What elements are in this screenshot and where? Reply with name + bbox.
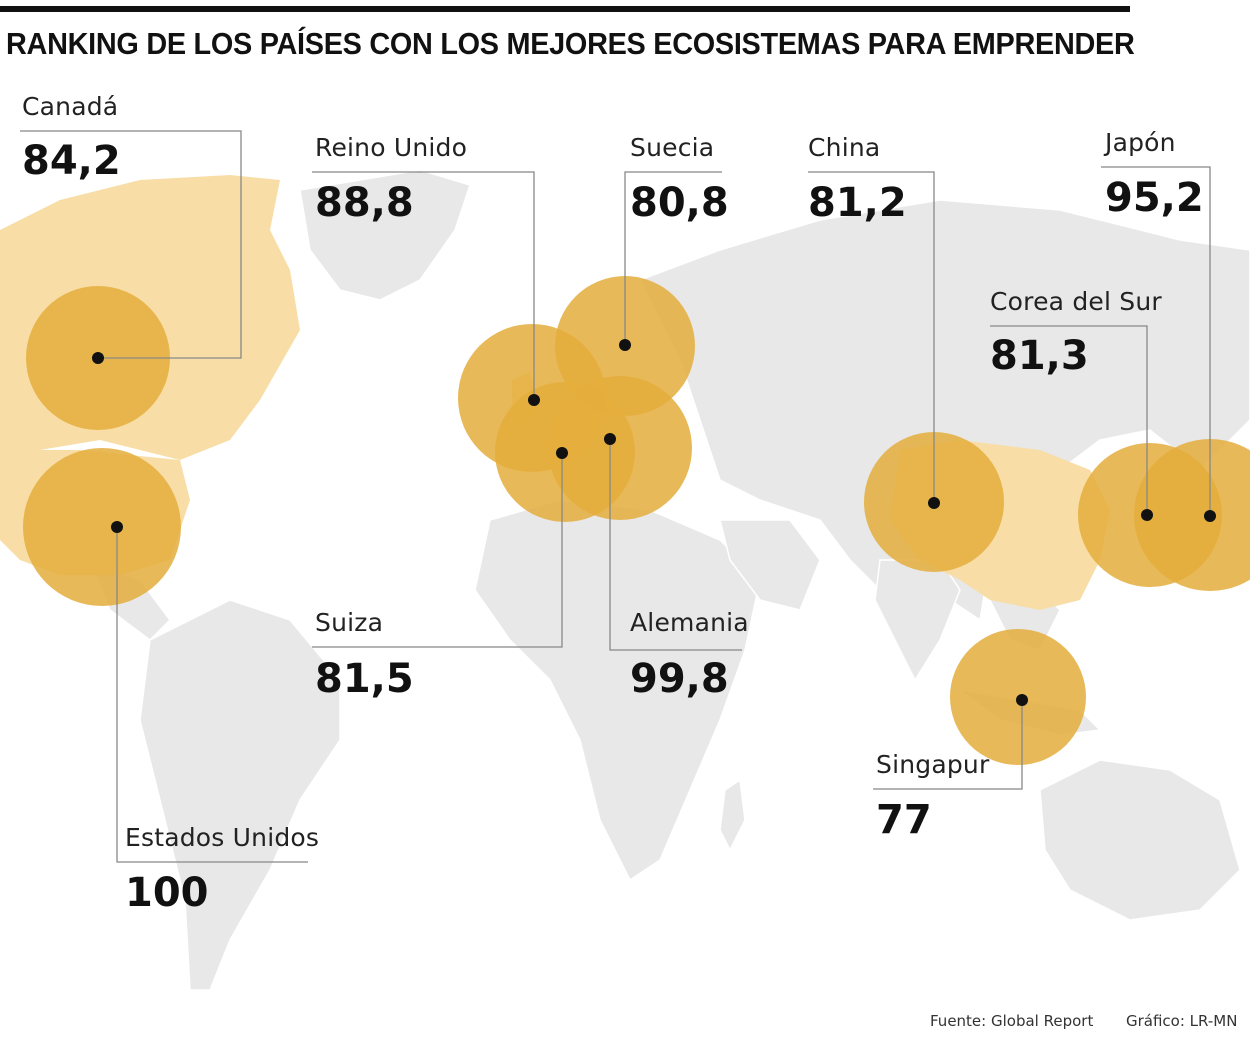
dot-reino-unido bbox=[528, 394, 540, 406]
value-japon: 95,2 bbox=[1105, 175, 1204, 221]
leader-corea bbox=[990, 325, 1148, 515]
label-china: China bbox=[808, 133, 881, 162]
south-america-shape bbox=[139, 599, 341, 991]
dot-corea bbox=[1141, 509, 1153, 521]
label-suiza: Suiza bbox=[315, 608, 384, 637]
value-china: 81,2 bbox=[808, 180, 907, 226]
leader-suecia bbox=[624, 171, 722, 345]
bubble-usa bbox=[23, 448, 181, 606]
value-suiza: 81,5 bbox=[315, 656, 414, 702]
country-dots bbox=[92, 339, 1216, 706]
dot-canada bbox=[92, 352, 104, 364]
dot-suecia bbox=[619, 339, 631, 351]
credit-note: Gráfico: LR-MN bbox=[1126, 1012, 1238, 1030]
leader-canada bbox=[20, 130, 242, 359]
label-canada: Canadá bbox=[22, 92, 119, 121]
dot-singapur bbox=[1016, 694, 1028, 706]
leader-suiza bbox=[312, 453, 563, 648]
label-alemania: Alemania bbox=[630, 608, 749, 637]
label-suecia: Suecia bbox=[630, 133, 715, 162]
bubble-alemania bbox=[548, 376, 692, 520]
leader-china bbox=[808, 171, 935, 503]
australia-shape bbox=[1039, 759, 1241, 921]
value-reino-unido: 88,8 bbox=[315, 180, 414, 226]
madagascar-shape bbox=[719, 778, 746, 852]
label-singapur: Singapur bbox=[876, 750, 990, 779]
label-corea-del-sur: Corea del Sur bbox=[990, 287, 1162, 316]
dot-alemania bbox=[604, 433, 616, 445]
dot-usa bbox=[111, 521, 123, 533]
value-suecia: 80,8 bbox=[630, 180, 729, 226]
label-reino-unido: Reino Unido bbox=[315, 133, 468, 162]
label-estados-unidos: Estados Unidos bbox=[125, 823, 320, 852]
value-singapur: 77 bbox=[876, 797, 932, 843]
africa-shape bbox=[474, 499, 761, 882]
value-estados-unidos: 100 bbox=[125, 870, 209, 916]
leader-lines bbox=[20, 130, 1211, 863]
greenland-shape bbox=[299, 169, 471, 301]
leader-singapur bbox=[873, 700, 1023, 790]
bubble-japon bbox=[1134, 439, 1250, 591]
top-rule bbox=[0, 6, 1130, 12]
source-note: Fuente: Global Report bbox=[930, 1012, 1094, 1030]
india-shape bbox=[874, 559, 961, 682]
dot-china bbox=[928, 497, 940, 509]
label-japon: Japón bbox=[1105, 128, 1176, 157]
value-canada: 84,2 bbox=[22, 138, 121, 184]
leader-estados-unidos bbox=[116, 527, 308, 863]
chart-title: RANKING DE LOS PAÍSES CON LOS MEJORES EC… bbox=[6, 26, 1135, 61]
leader-japon bbox=[1101, 166, 1211, 516]
leader-reino-unido bbox=[312, 171, 535, 400]
arabia-shape bbox=[719, 519, 821, 611]
dot-suiza bbox=[556, 447, 568, 459]
dot-japon bbox=[1204, 510, 1216, 522]
value-alemania: 99,8 bbox=[630, 656, 729, 702]
value-corea-del-sur: 81,3 bbox=[990, 333, 1089, 379]
leader-alemania bbox=[609, 439, 742, 651]
